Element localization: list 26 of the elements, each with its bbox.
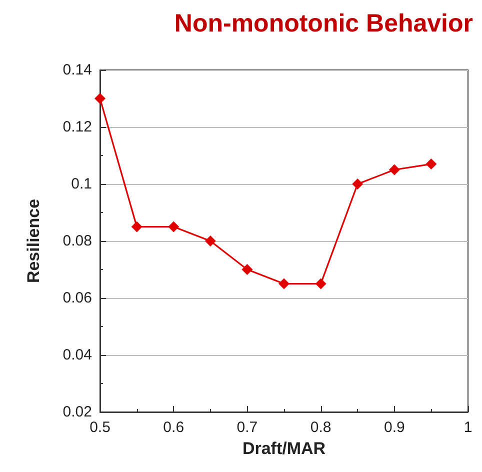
x-tick-label: 0.6 xyxy=(163,419,184,436)
x-tick-label: 0.7 xyxy=(236,419,258,436)
y-tick-label: 0.08 xyxy=(62,232,92,250)
y-tick-label: 0.06 xyxy=(62,290,92,306)
x-tick-label: 0.5 xyxy=(90,419,110,436)
x-tick-label: 1 xyxy=(464,419,472,436)
point xyxy=(352,178,364,190)
point xyxy=(131,221,142,232)
point xyxy=(94,93,106,104)
y-axis-title: Resilience xyxy=(24,198,43,284)
x-axis-title: Draft/MAR xyxy=(242,438,326,458)
y-tick-label: 0.02 xyxy=(62,404,92,420)
point xyxy=(204,236,216,246)
x-tick-label: 0.8 xyxy=(310,419,332,436)
point xyxy=(278,278,290,290)
point xyxy=(388,164,400,176)
y-tick-label: 0.1 xyxy=(71,176,92,192)
y-tick-label: 0.14 xyxy=(62,62,92,78)
y-tick-label: 0.04 xyxy=(62,346,92,364)
chart-title: Non-monotonic Behavior xyxy=(174,10,474,38)
x-tick-label: 0.9 xyxy=(384,419,405,436)
point xyxy=(242,264,253,275)
point xyxy=(168,221,180,232)
point xyxy=(315,278,326,290)
y-tick-label: 0.12 xyxy=(62,118,92,136)
point xyxy=(426,158,437,170)
